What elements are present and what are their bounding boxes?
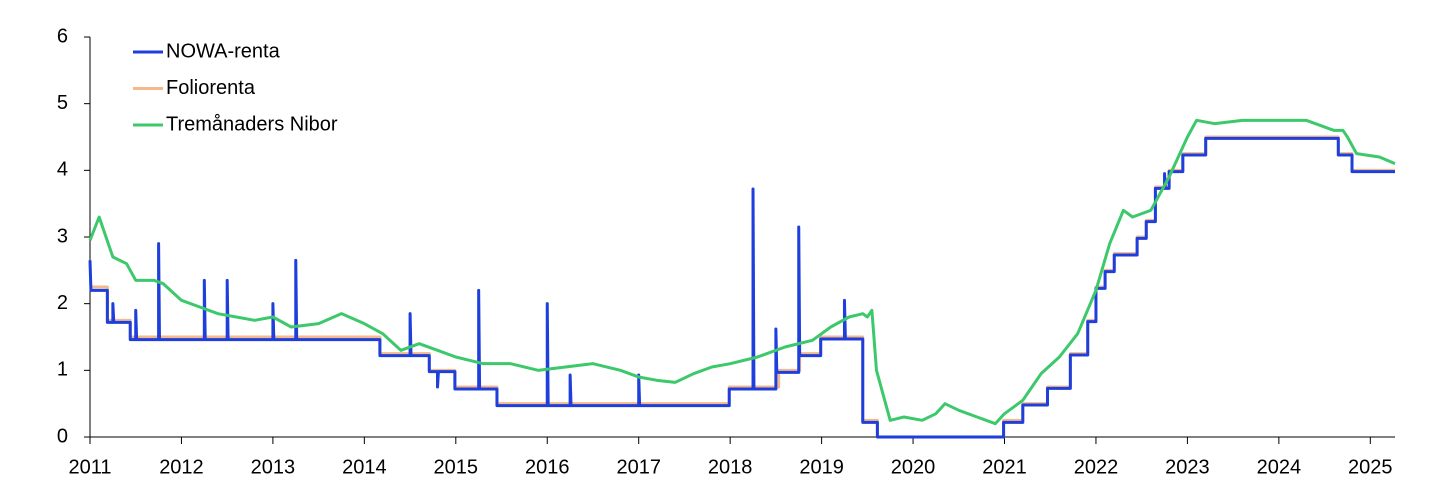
x-tick-label: 2025	[1348, 456, 1393, 478]
y-tick-label: 5	[57, 92, 68, 114]
x-tick-label: 2023	[1165, 456, 1210, 478]
legend-label: NOWA-renta	[166, 40, 281, 62]
x-tick-label: 2017	[616, 456, 661, 478]
y-tick-label: 0	[57, 425, 68, 447]
x-tick-label: 2024	[1257, 456, 1302, 478]
x-tick-label: 2021	[982, 456, 1027, 478]
x-tick-label: 2022	[1074, 456, 1119, 478]
y-tick-label: 1	[57, 359, 68, 381]
y-tick-label: 6	[57, 25, 68, 47]
x-tick-label: 2011	[68, 456, 111, 478]
legend-label: Foliorenta	[166, 77, 256, 99]
y-tick-label: 3	[57, 225, 68, 247]
x-tick-label: 2020	[891, 456, 936, 478]
x-tick-label: 2019	[799, 456, 844, 478]
series-line	[88, 118, 1396, 426]
x-tick-label: 2013	[251, 456, 296, 478]
series-line	[90, 135, 1395, 439]
y-tick-label: 4	[57, 159, 68, 181]
legend-label: Tremånaders Nibor	[166, 113, 338, 135]
x-tick-label: 2018	[708, 456, 753, 478]
x-tick-label: 2012	[159, 456, 204, 478]
x-tick-label: 2015	[434, 456, 479, 478]
x-tick-label: 2016	[525, 456, 570, 478]
series-line	[88, 136, 1395, 439]
x-tick-label: 2014	[342, 456, 387, 478]
y-tick-label: 2	[57, 292, 68, 314]
